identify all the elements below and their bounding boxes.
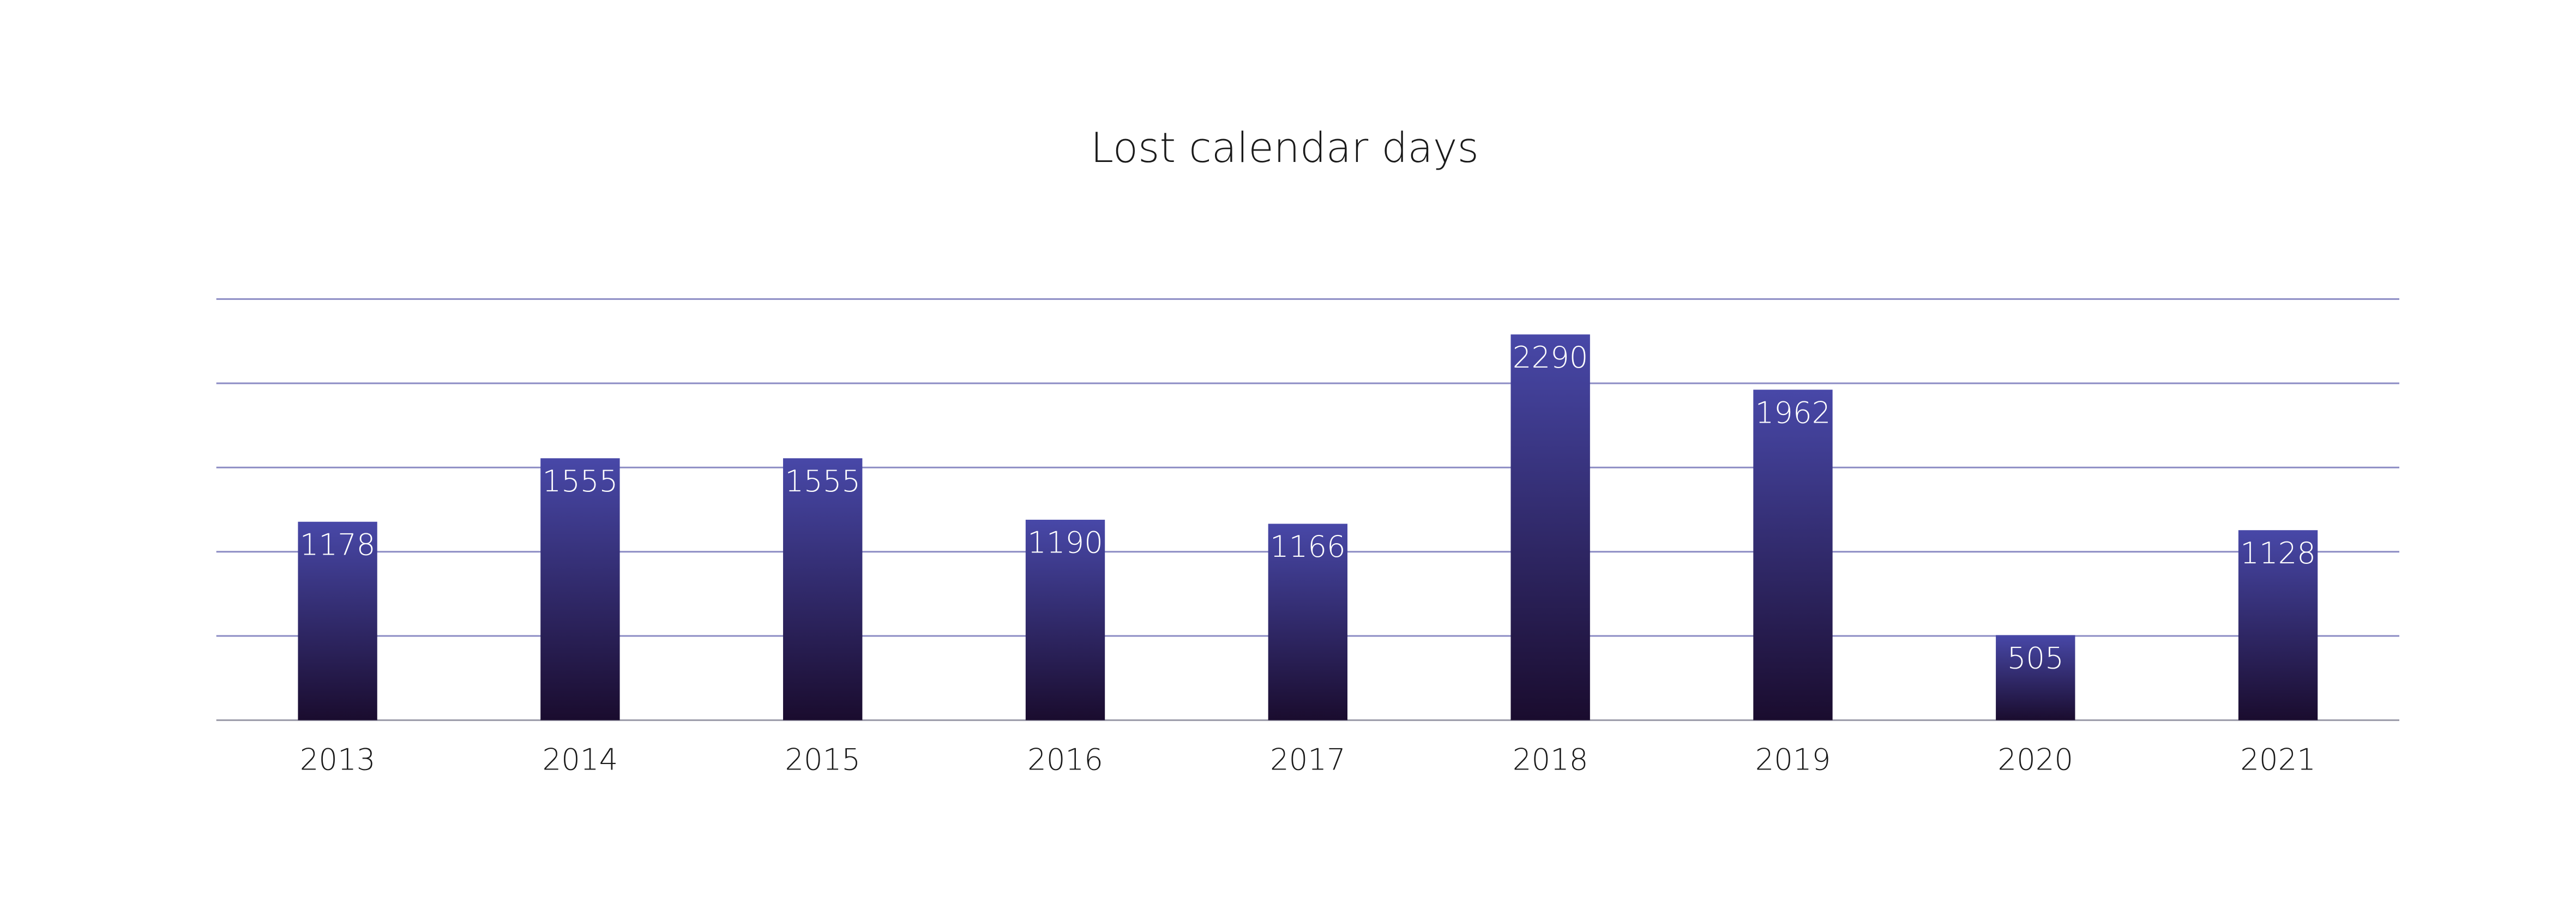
bar <box>298 521 377 720</box>
bar <box>1510 334 1590 720</box>
value-label: 505 <box>2007 640 2064 675</box>
value-label: 1555 <box>543 464 618 498</box>
bar <box>1025 520 1105 720</box>
value-label: 1555 <box>785 464 860 498</box>
x-tick-label: 2015 <box>785 742 860 777</box>
x-tick-label: 2013 <box>300 742 376 777</box>
bar <box>1753 389 1833 720</box>
value-label: 1166 <box>1270 529 1346 564</box>
x-tick-label: 2019 <box>1755 742 1831 777</box>
bar <box>1268 524 1348 720</box>
value-label: 1190 <box>1027 525 1103 560</box>
chart-title: Lost calendar days <box>1091 124 1479 172</box>
x-tick-label: 2020 <box>1997 742 2073 777</box>
x-tick-label: 2018 <box>1513 742 1588 777</box>
bar <box>2238 530 2318 720</box>
x-tick-label: 2017 <box>1270 742 1346 777</box>
x-tick-label: 2016 <box>1027 742 1103 777</box>
value-label: 1128 <box>2240 536 2316 570</box>
value-label: 1178 <box>300 527 376 562</box>
value-label: 1962 <box>1755 395 1831 430</box>
bar <box>783 458 863 720</box>
bar <box>1996 635 2075 720</box>
value-label: 2290 <box>1513 340 1588 375</box>
bar <box>540 458 620 720</box>
x-tick-label: 2021 <box>2240 742 2316 777</box>
x-tick-label: 2014 <box>543 742 618 777</box>
